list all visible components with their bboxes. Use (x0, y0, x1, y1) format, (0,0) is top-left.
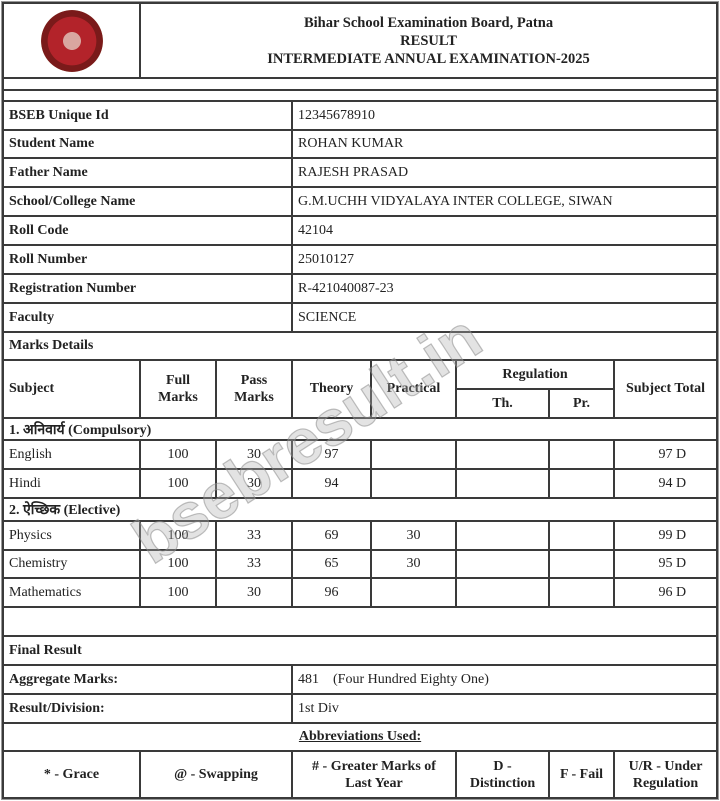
subject: English (2, 439, 141, 470)
spacer-row (1, 77, 719, 91)
info-value: RAJESH PRASAD (290, 157, 719, 188)
aggregate-label: Aggregate Marks: (2, 664, 293, 695)
full-marks: 100 (139, 549, 217, 579)
logo-cell (2, 2, 141, 79)
info-value: G.M.UCHH VIDYALAYA INTER COLLEGE, SIWAN (290, 186, 719, 217)
table-row: Mathematics 100 30 96 96 D (2, 577, 719, 608)
spacer-row (1, 89, 719, 102)
subject-total: 96 D (612, 577, 719, 608)
info-value: 12345678910 (290, 100, 719, 131)
col-subject: Subject (2, 359, 141, 419)
reg-th (455, 577, 550, 608)
subject-total: 95 D (612, 549, 719, 579)
theory: 65 (291, 549, 372, 579)
info-label: Father Name (2, 157, 293, 188)
subject-total: 94 D (612, 468, 719, 499)
pass-marks: 30 (215, 468, 293, 499)
final-result-title: Final Result (1, 635, 719, 666)
info-label: Roll Number (2, 244, 293, 275)
full-marks: 100 (139, 577, 217, 608)
col-pass-marks: Pass Marks (215, 359, 293, 419)
col-full-marks: Full Marks (139, 359, 217, 419)
col-practical: Practical (370, 359, 457, 419)
reg-pr (548, 549, 615, 579)
abbr-greater-marks: # - Greater Marks of Last Year (291, 750, 457, 799)
reg-th (455, 549, 550, 579)
theory: 94 (291, 468, 372, 499)
reg-pr (548, 520, 615, 551)
division-value: 1st Div (290, 693, 719, 724)
theory: 96 (291, 577, 372, 608)
subject: Hindi (2, 468, 141, 499)
board-name: Bihar School Examination Board, Patna (303, 14, 554, 31)
info-value: 42104 (290, 215, 719, 246)
abbr-distinction: D - Distinction (455, 750, 550, 799)
result-title: RESULT (400, 32, 457, 49)
table-row: English 100 30 97 97 D (2, 439, 719, 470)
pass-marks: 30 (215, 439, 293, 470)
col-reg-pr: Pr. (548, 388, 615, 419)
spacer-row (1, 606, 719, 637)
subject-total: 97 D (612, 439, 719, 470)
info-label: Roll Code (2, 215, 293, 246)
reg-pr (548, 439, 615, 470)
practical (370, 439, 457, 470)
info-label: Faculty (2, 302, 293, 333)
info-label: BSEB Unique Id (2, 100, 293, 131)
practical: 30 (370, 549, 457, 579)
reg-pr (548, 577, 615, 608)
pass-marks: 33 (215, 549, 293, 579)
aggregate-value-cell: 481 (Four Hundred Eighty One) (290, 664, 719, 695)
theory: 97 (291, 439, 372, 470)
full-marks: 100 (139, 439, 217, 470)
aggregate-value: 481 (298, 671, 319, 687)
practical: 30 (370, 520, 457, 551)
subject: Chemistry (2, 549, 141, 579)
marks-details-title: Marks Details (1, 331, 719, 361)
reg-th (455, 439, 550, 470)
table-row: Chemistry 100 33 65 30 95 D (2, 549, 719, 579)
info-value: 25010127 (290, 244, 719, 275)
practical (370, 577, 457, 608)
reg-th (455, 468, 550, 499)
bseb-logo (40, 9, 103, 72)
col-reg-th: Th. (455, 388, 550, 419)
abbr-fail: F - Fail (548, 750, 615, 799)
table-row: Physics 100 33 69 30 99 D (2, 520, 719, 551)
exam-title: INTERMEDIATE ANNUAL EXAMINATION-2025 (267, 50, 590, 67)
info-value: SCIENCE (290, 302, 719, 333)
header-title: Bihar School Examination Board, Patna RE… (138, 2, 719, 79)
abbreviations-title: Abbreviations Used: (298, 729, 422, 744)
reg-pr (548, 468, 615, 499)
subject-total: 99 D (612, 520, 719, 551)
pass-marks: 30 (215, 577, 293, 608)
info-value: ROHAN KUMAR (290, 129, 719, 159)
info-value: R-421040087-23 (290, 273, 719, 304)
full-marks: 100 (139, 520, 217, 551)
reg-th (455, 520, 550, 551)
info-label: Registration Number (2, 273, 293, 304)
pass-marks: 33 (215, 520, 293, 551)
practical (370, 468, 457, 499)
info-label: Student Name (2, 129, 293, 159)
abbr-grace: * - Grace (2, 750, 141, 799)
abbr-under-regulation: U/R - Under Regulation (612, 750, 719, 799)
group-title: 1. अनिवार्य (Compulsory) (1, 417, 719, 441)
info-label: School/College Name (2, 186, 293, 217)
col-regulation: Regulation (455, 359, 615, 390)
full-marks: 100 (139, 468, 217, 499)
subject: Mathematics (2, 577, 141, 608)
group-title: 2. ऐच्छिक (Elective) (1, 497, 719, 522)
theory: 69 (291, 520, 372, 551)
abbreviations-title-cell: Abbreviations Used: (1, 722, 719, 752)
abbr-swapping: @ - Swapping (139, 750, 293, 799)
col-subject-total: Subject Total (612, 359, 719, 419)
division-label: Result/Division: (2, 693, 293, 724)
table-row: Hindi 100 30 94 94 D (2, 468, 719, 499)
subject: Physics (2, 520, 141, 551)
col-theory: Theory (291, 359, 372, 419)
aggregate-words: (Four Hundred Eighty One) (333, 671, 489, 687)
